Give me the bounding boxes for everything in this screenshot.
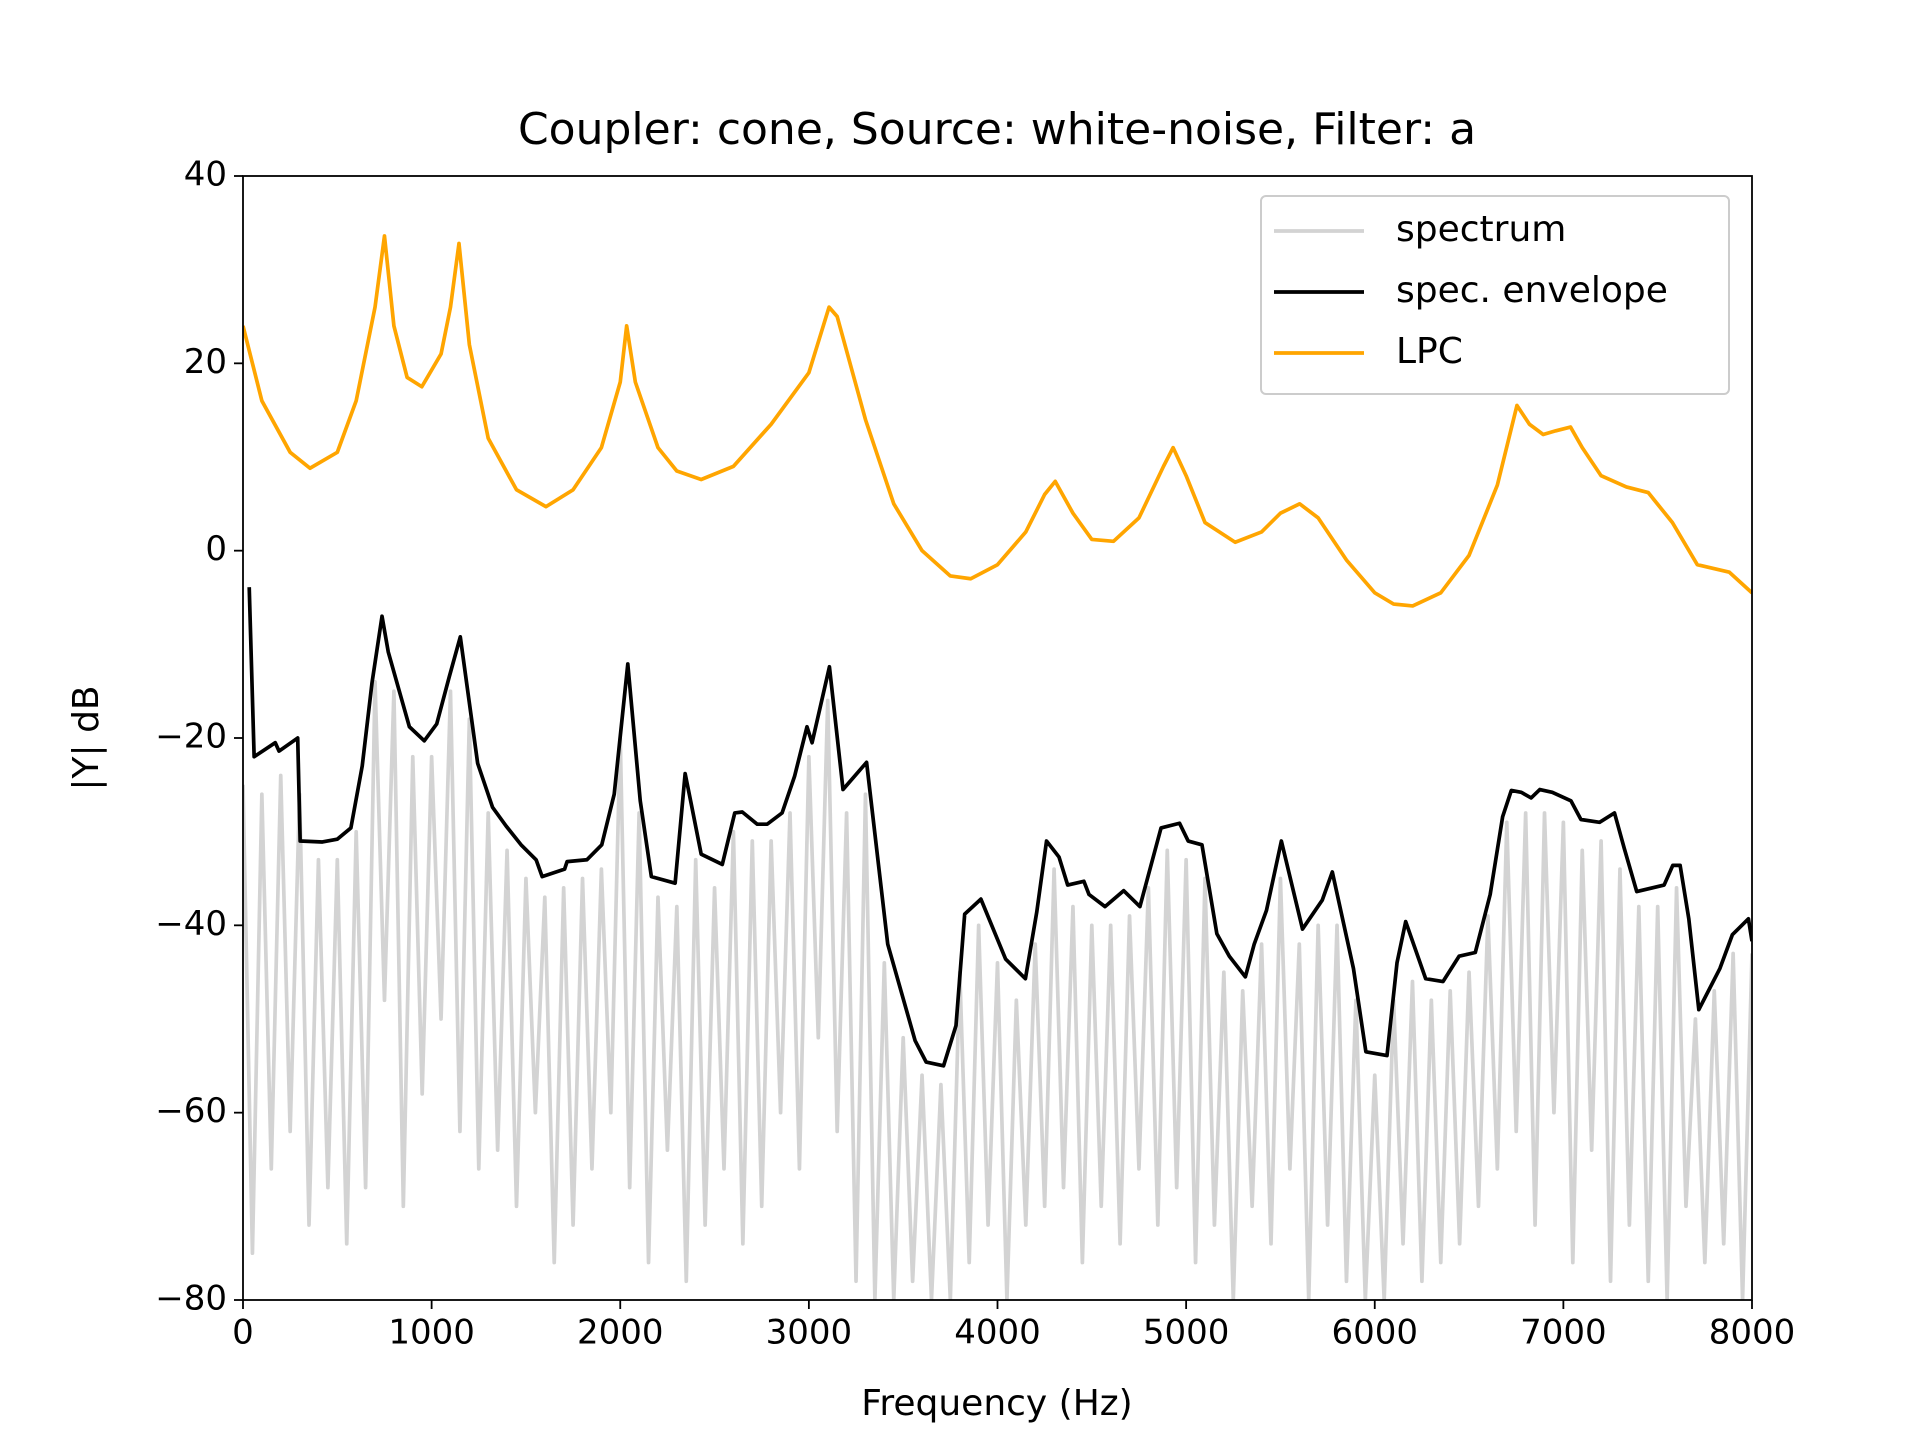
- legend-label: LPC: [1396, 331, 1463, 372]
- y-tick-label: −80: [155, 1279, 227, 1319]
- x-tick-label: 2000: [577, 1313, 664, 1353]
- y-tick-label: −20: [155, 717, 227, 757]
- legend-box: [1260, 195, 1730, 395]
- y-axis-label: |Y| dB: [66, 685, 107, 790]
- x-tick-label: 4000: [954, 1313, 1041, 1353]
- series-line: [247, 587, 1752, 1068]
- y-tick-label: −40: [155, 904, 227, 944]
- x-tick-label: 6000: [1331, 1313, 1418, 1353]
- chart-title: Coupler: cone, Source: white-noise, Filt…: [518, 104, 1476, 155]
- x-tick-label: 7000: [1520, 1313, 1607, 1353]
- y-tick-label: 20: [184, 342, 227, 382]
- x-tick-label: 3000: [766, 1313, 853, 1353]
- y-tick-label: −60: [155, 1091, 227, 1131]
- y-tick-label: 0: [205, 529, 227, 569]
- x-tick-label: 0: [232, 1313, 254, 1353]
- plot-area: [243, 234, 1752, 1300]
- series-line: [243, 234, 1752, 608]
- x-tick-label: 5000: [1143, 1313, 1230, 1353]
- x-tick-label: 8000: [1709, 1313, 1796, 1353]
- legend-label: spectrum: [1396, 209, 1566, 250]
- series-line: [243, 679, 1752, 1300]
- y-tick-label: 40: [184, 155, 227, 195]
- x-axis-label: Frequency (Hz): [861, 1383, 1132, 1424]
- legend-label: spec. envelope: [1396, 270, 1668, 311]
- x-tick-label: 1000: [388, 1313, 475, 1353]
